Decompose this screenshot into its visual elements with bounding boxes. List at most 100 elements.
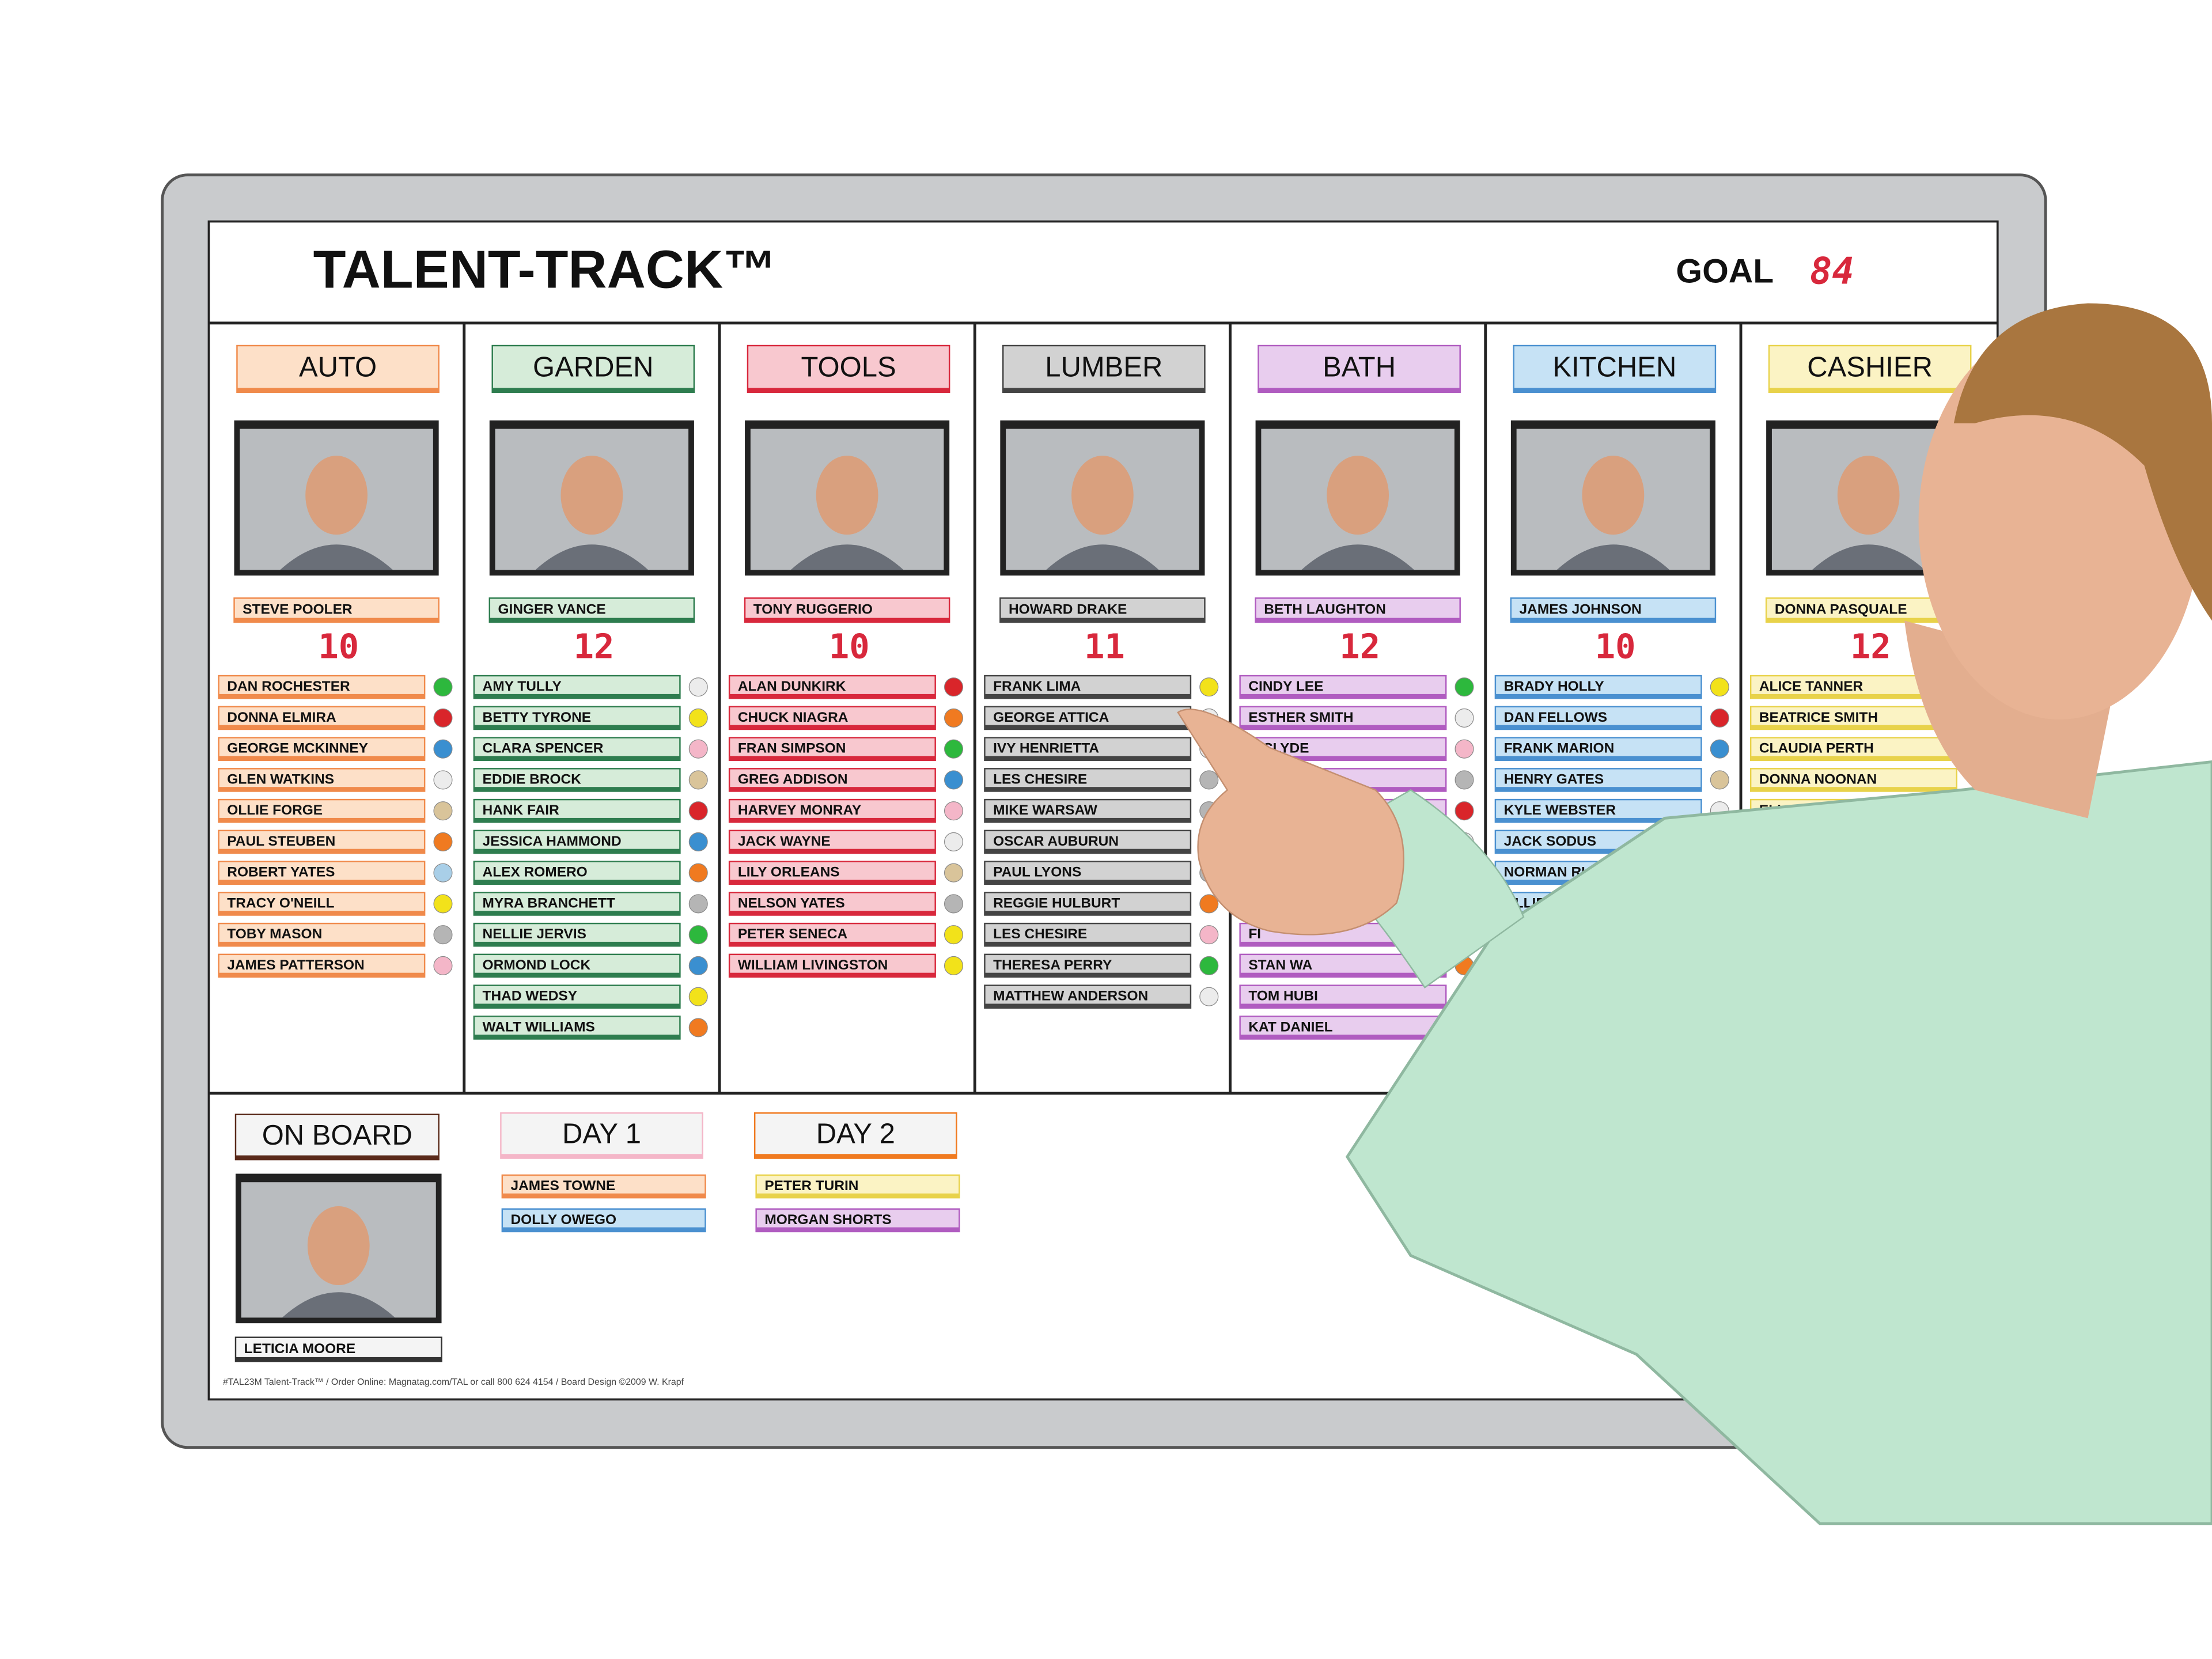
- member: ESTHER SMITH: [1248, 710, 1353, 725]
- magnet: [1455, 708, 1474, 728]
- onboard: ON BOARD: [262, 1120, 412, 1151]
- department-edge: [492, 388, 694, 392]
- member: THERESA PERRY: [993, 957, 1112, 973]
- member-edge: [218, 972, 425, 978]
- member-edge: [1240, 1035, 1446, 1039]
- magnet: [688, 677, 708, 697]
- member-edge: [1751, 725, 1957, 729]
- day-member: DOLLY OWEGO: [511, 1212, 617, 1228]
- member-edge: [218, 787, 425, 791]
- member: MIKE WARSAW: [993, 802, 1098, 818]
- department-edge: [747, 388, 950, 392]
- day-tag: [753, 1112, 957, 1159]
- magnet: [1710, 677, 1729, 697]
- leader: HOWARD DRAKE: [1009, 602, 1127, 618]
- department: LUMBER: [1045, 351, 1162, 382]
- magnet: [688, 925, 708, 945]
- member: TOBY MASON: [227, 926, 322, 942]
- member-edge: [729, 756, 935, 760]
- leader: BETH LAUGHTON: [1264, 602, 1386, 618]
- goal-label: GOAL: [1676, 253, 1774, 290]
- member: DAN ROCHESTER: [227, 679, 350, 694]
- day-member-edge: [756, 1193, 960, 1198]
- magnet: [688, 832, 708, 851]
- member: KAT DANIEL: [1248, 1019, 1332, 1035]
- board-title: TALENT-TRACK™: [313, 240, 777, 300]
- member-edge: [474, 725, 680, 729]
- magnet: [688, 739, 708, 759]
- leader-edge: [1766, 618, 1971, 622]
- member-edge: [729, 911, 935, 915]
- member-edge: [984, 880, 1191, 884]
- member-edge: [1240, 972, 1446, 978]
- member: BRADY HOLLY: [1504, 679, 1604, 694]
- count: 12: [574, 627, 615, 666]
- member-edge: [218, 911, 425, 915]
- magnet: [944, 708, 964, 728]
- photo-body: [1046, 544, 1159, 570]
- day-member: PETER TURIN: [764, 1178, 858, 1194]
- magnet: [433, 956, 453, 975]
- member-edge: [729, 787, 935, 791]
- photo-body: [535, 544, 649, 570]
- magnet: [944, 739, 964, 759]
- member-edge: [984, 817, 1191, 823]
- shirt: [1345, 760, 2212, 1525]
- hand: [1177, 709, 1404, 935]
- department-edge: [1513, 388, 1715, 392]
- member-edge: [474, 756, 680, 760]
- day-edge: [755, 1154, 957, 1158]
- department: GARDEN: [533, 351, 654, 382]
- photo-face: [307, 1206, 370, 1286]
- member: DONNA ELMIRA: [227, 710, 336, 725]
- magnet: [1710, 739, 1729, 759]
- magnet: [944, 956, 964, 975]
- member: STAN WA: [1248, 957, 1312, 973]
- member-edge: [218, 694, 425, 699]
- hair: [1953, 303, 2212, 621]
- department: CASHIER: [1807, 351, 1933, 382]
- magnet: [1710, 708, 1729, 728]
- member-edge: [474, 787, 680, 791]
- photo-body: [1301, 544, 1415, 570]
- leader: GINGER VANCE: [498, 602, 605, 618]
- member: GEORGE ATTICA: [993, 710, 1109, 725]
- member-edge: [218, 880, 425, 884]
- leader-edge: [745, 618, 950, 622]
- member: ALEX ROMERO: [483, 865, 588, 880]
- member-edge: [218, 817, 425, 823]
- member-edge: [1495, 849, 1702, 854]
- member: FRAN SIMPSON: [738, 741, 846, 756]
- member: ALICE TANNER: [1759, 679, 1863, 694]
- magnet: [1199, 894, 1219, 914]
- member: JACK SODUS: [1504, 834, 1596, 849]
- member-edge: [729, 972, 935, 978]
- magnet: [433, 863, 453, 882]
- magnet: [688, 801, 708, 821]
- member: TRACY O'NEILL: [227, 895, 334, 911]
- magnet: [1199, 770, 1219, 790]
- member: MYRA BRANCHETT: [483, 895, 615, 911]
- department-tag: [1257, 344, 1461, 393]
- member: FI: [1248, 926, 1261, 942]
- magnet: [944, 770, 964, 790]
- member-edge: [474, 941, 680, 946]
- day-member-edge: [502, 1227, 706, 1232]
- member: LES CHESIRE: [993, 926, 1087, 942]
- leader-edge: [234, 618, 439, 622]
- member: GLEN WATKINS: [227, 771, 334, 787]
- department: TOOLS: [801, 351, 896, 382]
- member: HARVEY MONRAY: [738, 802, 861, 818]
- member-edge: [1240, 1003, 1446, 1008]
- member-edge: [729, 817, 935, 823]
- member: CLAUDIA PERTH: [1759, 741, 1874, 756]
- count: 12: [1339, 627, 1380, 666]
- leader: DONNA PASQUALE: [1775, 602, 1907, 618]
- member: CINDY LEE: [1248, 679, 1323, 694]
- goal-value: 84: [1810, 251, 1854, 293]
- magnet: [1455, 677, 1474, 697]
- member: ORMOND LOCK: [483, 957, 591, 973]
- member-edge: [729, 694, 935, 699]
- member-edge: [1751, 756, 1957, 760]
- day-member-edge: [756, 1227, 960, 1232]
